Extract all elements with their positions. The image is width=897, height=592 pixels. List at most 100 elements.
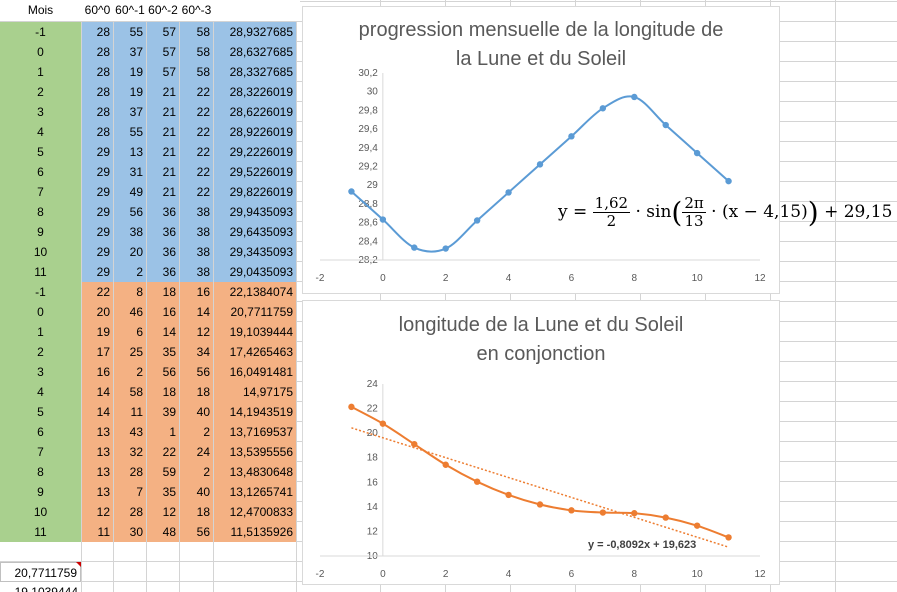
cell-tierce[interactable]: 24: [180, 442, 213, 462]
cell-mois[interactable]: 7: [0, 442, 81, 462]
header-cell-60-3[interactable]: 60^-3: [181, 3, 212, 17]
cell-sec[interactable]: 48: [147, 522, 179, 542]
cell-mois[interactable]: 4: [0, 382, 81, 402]
cell-mois[interactable]: 8: [0, 202, 81, 222]
cell-min[interactable]: 55: [114, 122, 146, 142]
cell-tierce[interactable]: 22: [180, 122, 213, 142]
cell-tierce[interactable]: 38: [180, 262, 213, 282]
cell-sec[interactable]: 57: [147, 22, 179, 42]
cell-mois[interactable]: 6: [0, 422, 81, 442]
cell-mois[interactable]: 7: [0, 182, 81, 202]
cell-mois[interactable]: 6: [0, 162, 81, 182]
cell-deg[interactable]: 17: [82, 342, 113, 362]
cell-sec[interactable]: 35: [147, 342, 179, 362]
cell-decimal[interactable]: 12,4700833: [214, 502, 296, 522]
header-cell-60-1[interactable]: 60^-1: [115, 3, 145, 17]
cell-deg[interactable]: 29: [82, 182, 113, 202]
extra-value-cell[interactable]: 20,7711759: [0, 562, 81, 582]
cell-deg[interactable]: 29: [82, 242, 113, 262]
cell-deg[interactable]: 13: [82, 442, 113, 462]
cell-decimal[interactable]: 28,6226019: [214, 102, 296, 122]
cell-deg[interactable]: 16: [82, 362, 113, 382]
cell-min[interactable]: 38: [114, 222, 146, 242]
cell-tierce[interactable]: 22: [180, 182, 213, 202]
cell-sec[interactable]: 1: [147, 422, 179, 442]
cell-mois[interactable]: 2: [0, 342, 81, 362]
cell-mois[interactable]: 0: [0, 42, 81, 62]
cell-decimal[interactable]: 29,5226019: [214, 162, 296, 182]
cell-mois[interactable]: -1: [0, 282, 81, 302]
cell-mois[interactable]: 4: [0, 122, 81, 142]
cell-deg[interactable]: 13: [82, 422, 113, 442]
cell-deg[interactable]: 13: [82, 482, 113, 502]
cell-mois[interactable]: 8: [0, 462, 81, 482]
cell-min[interactable]: 19: [114, 82, 146, 102]
cell-sec[interactable]: 22: [147, 442, 179, 462]
cell-min[interactable]: 20: [114, 242, 146, 262]
cell-deg[interactable]: 28: [82, 42, 113, 62]
cell-sec[interactable]: 36: [147, 262, 179, 282]
cell-mois[interactable]: 11: [0, 262, 81, 282]
cell-tierce[interactable]: 12: [180, 322, 213, 342]
cell-sec[interactable]: 35: [147, 482, 179, 502]
cell-deg[interactable]: 19: [82, 322, 113, 342]
cell-decimal[interactable]: 28,3327685: [214, 62, 296, 82]
cell-mois[interactable]: 5: [0, 402, 81, 422]
cell-decimal[interactable]: 13,4830648: [214, 462, 296, 482]
cell-tierce[interactable]: 58: [180, 42, 213, 62]
cell-mois[interactable]: 1: [0, 322, 81, 342]
cell-sec[interactable]: 21: [147, 82, 179, 102]
cell-sec[interactable]: 12: [147, 502, 179, 522]
cell-deg[interactable]: 28: [82, 122, 113, 142]
cell-tierce[interactable]: 38: [180, 202, 213, 222]
cell-deg[interactable]: 28: [82, 22, 113, 42]
cell-tierce[interactable]: 38: [180, 242, 213, 262]
cell-min[interactable]: 31: [114, 162, 146, 182]
cell-min[interactable]: 19: [114, 62, 146, 82]
cell-sec[interactable]: 57: [147, 62, 179, 82]
cell-min[interactable]: 37: [114, 42, 146, 62]
cell-mois[interactable]: 10: [0, 502, 81, 522]
cell-deg[interactable]: 22: [82, 282, 113, 302]
cell-mois[interactable]: 3: [0, 362, 81, 382]
cell-tierce[interactable]: 18: [180, 502, 213, 522]
cell-decimal[interactable]: 13,7169537: [214, 422, 296, 442]
cell-sec[interactable]: 21: [147, 142, 179, 162]
cell-deg[interactable]: 28: [82, 102, 113, 122]
cell-decimal[interactable]: 29,3435093: [214, 242, 296, 262]
cell-decimal[interactable]: 28,3226019: [214, 82, 296, 102]
cell-min[interactable]: 7: [114, 482, 146, 502]
cell-mois[interactable]: 3: [0, 102, 81, 122]
cell-mois[interactable]: 11: [0, 522, 81, 542]
cell-sec[interactable]: 18: [147, 282, 179, 302]
cell-decimal[interactable]: 19,1039444: [214, 322, 296, 342]
cell-sec[interactable]: 16: [147, 302, 179, 322]
cell-sec[interactable]: 36: [147, 242, 179, 262]
cell-min[interactable]: 25: [114, 342, 146, 362]
cell-sec[interactable]: 36: [147, 202, 179, 222]
cell-min[interactable]: 37: [114, 102, 146, 122]
cell-deg[interactable]: 11: [82, 522, 113, 542]
header-cell-mois[interactable]: Mois: [27, 3, 54, 17]
cell-decimal[interactable]: 29,6435093: [214, 222, 296, 242]
cell-decimal[interactable]: 13,1265741: [214, 482, 296, 502]
extra-value-cell[interactable]: 19,1039444: [14, 585, 78, 592]
cell-sec[interactable]: 14: [147, 322, 179, 342]
cell-min[interactable]: 49: [114, 182, 146, 202]
cell-sec[interactable]: 21: [147, 182, 179, 202]
cell-deg[interactable]: 28: [82, 82, 113, 102]
cell-decimal[interactable]: 17,4265463: [214, 342, 296, 362]
cell-sec[interactable]: 21: [147, 162, 179, 182]
cell-min[interactable]: 32: [114, 442, 146, 462]
cell-mois[interactable]: 5: [0, 142, 81, 162]
cell-sec[interactable]: 57: [147, 42, 179, 62]
cell-tierce[interactable]: 56: [180, 362, 213, 382]
cell-tierce[interactable]: 14: [180, 302, 213, 322]
cell-deg[interactable]: 29: [82, 262, 113, 282]
cell-min[interactable]: 2: [114, 262, 146, 282]
cell-min[interactable]: 28: [114, 502, 146, 522]
cell-sec[interactable]: 36: [147, 222, 179, 242]
cell-mois[interactable]: 9: [0, 222, 81, 242]
cell-deg[interactable]: 29: [82, 162, 113, 182]
cell-min[interactable]: 30: [114, 522, 146, 542]
